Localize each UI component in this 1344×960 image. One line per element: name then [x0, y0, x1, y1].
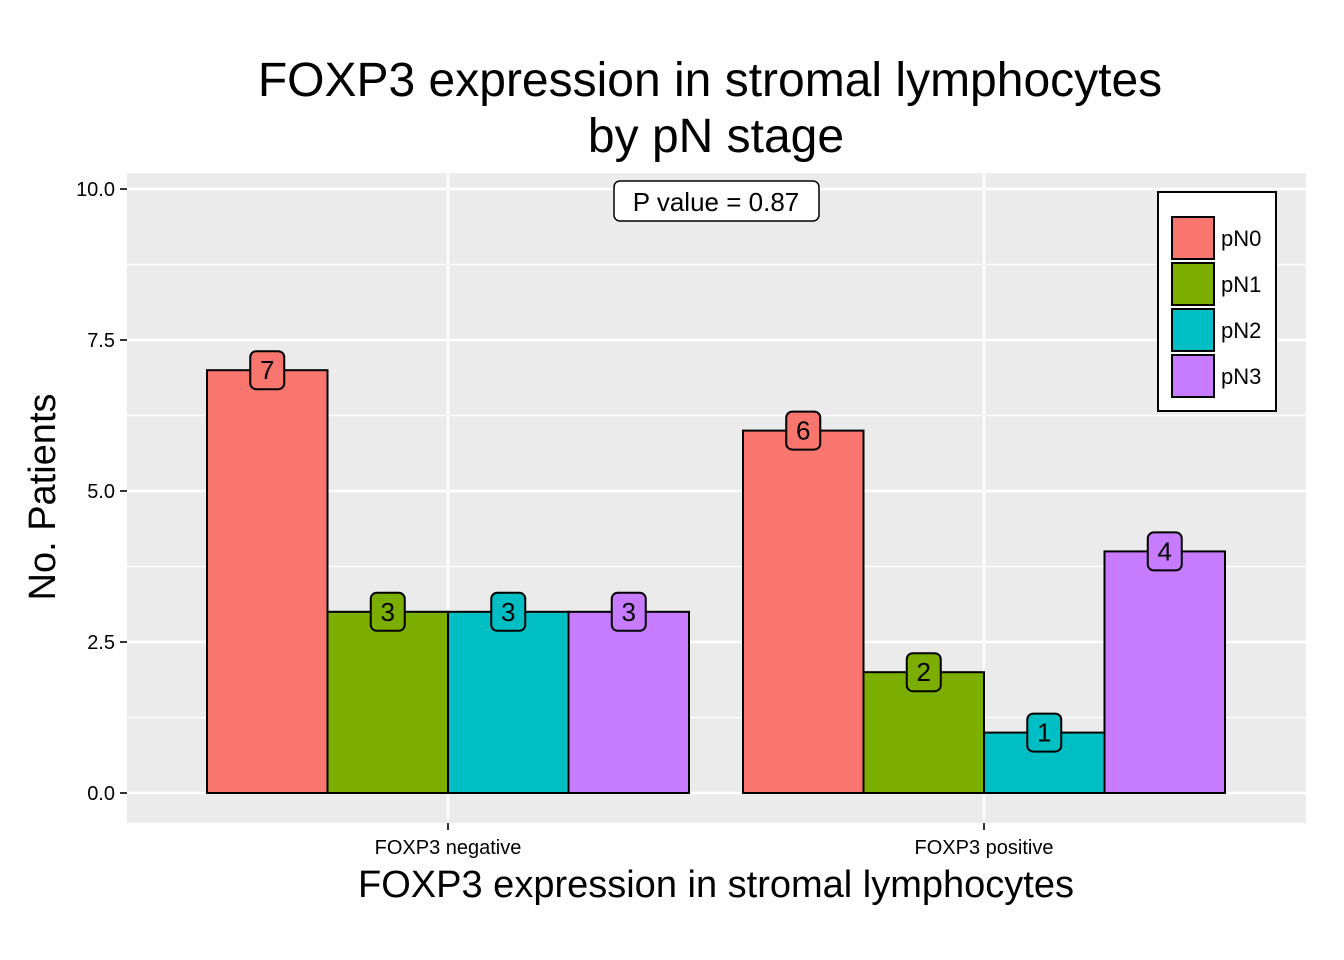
data-label-box	[249, 350, 286, 391]
p-value-annotation: P value = 0.87	[613, 180, 820, 222]
y-axis: 0.0 2.5 5.0 7.5 10.0	[76, 179, 127, 805]
x-axis-title: FOXP3 expression in stromal lymphocytes	[358, 864, 1074, 906]
data-label: 1	[1037, 718, 1051, 748]
bar-pN1-1	[862, 671, 985, 795]
data-label: 7	[260, 355, 274, 385]
bar-pN3-1	[1103, 550, 1226, 795]
data-label: 3	[381, 597, 395, 627]
p-value-text: P value = 0.87	[633, 187, 800, 217]
data-label-box	[785, 410, 822, 451]
y-tick-label: 2.5	[87, 632, 115, 654]
legend-label-pN2: pN2	[1221, 318, 1261, 343]
data-label: 4	[1158, 536, 1172, 566]
data-label: 6	[796, 416, 810, 446]
data-label-box	[610, 591, 647, 632]
bar-pN2-0	[447, 610, 570, 794]
y-tick-label: 0.0	[87, 783, 115, 805]
data-label-box	[490, 591, 527, 632]
bar-pN1-0	[326, 610, 449, 794]
bars	[206, 369, 1226, 795]
data-label-box	[369, 591, 406, 632]
x-tick-label: FOXP3 positive	[915, 837, 1054, 859]
data-label: 3	[501, 597, 515, 627]
legend-key-pN0	[1171, 216, 1215, 260]
x-tick-label: FOXP3 negative	[375, 837, 522, 859]
data-label-box	[1146, 531, 1183, 572]
legend-key-pN1	[1171, 262, 1215, 306]
data-labels: 7 3 3 3 6 2 1 4	[249, 350, 1183, 753]
chart-title-line-1: FOXP3 expression in stromal lymphocytes	[258, 54, 1162, 107]
chart-title-line-2: by pN stage	[588, 110, 844, 163]
data-label-box	[1026, 712, 1063, 753]
data-label: 3	[622, 597, 636, 627]
y-tick-label: 5.0	[87, 481, 115, 503]
legend-label-pN0: pN0	[1221, 226, 1261, 251]
legend-key-pN3	[1171, 354, 1215, 398]
bar-pN3-0	[567, 610, 690, 794]
legend-label-pN1: pN1	[1221, 272, 1261, 297]
y-tick-label: 7.5	[87, 330, 115, 352]
bar-pN0-1	[742, 429, 865, 794]
legend-label-pN3: pN3	[1221, 364, 1261, 389]
x-axis: FOXP3 negative FOXP3 positive	[375, 823, 1054, 859]
p-value-box	[613, 180, 820, 222]
y-axis-title: No. Patients	[22, 394, 64, 601]
data-label-box	[905, 652, 942, 693]
data-label: 2	[917, 657, 931, 687]
bar-pN0-0	[206, 369, 329, 794]
legend-key-pN2	[1171, 308, 1215, 352]
legend: pN0 pN1 pN2 pN3	[1157, 191, 1277, 412]
y-tick-label: 10.0	[76, 179, 115, 201]
